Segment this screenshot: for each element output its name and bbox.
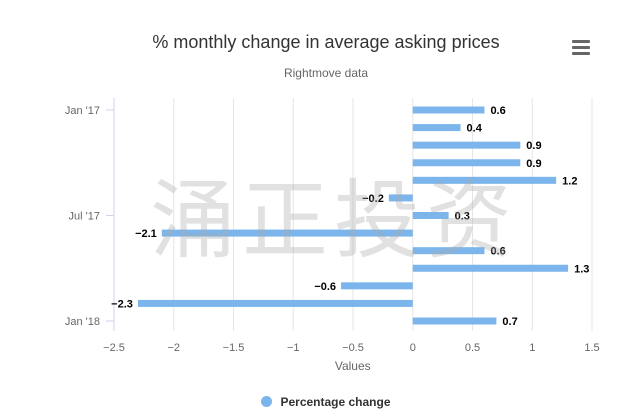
bar — [412, 212, 449, 219]
bar — [412, 124, 461, 132]
bar — [412, 176, 557, 184]
bar — [412, 264, 569, 272]
chart-title: % monthly change in average asking price… — [152, 32, 500, 52]
bar — [412, 317, 497, 325]
x-tick-label: −0.5 — [342, 342, 364, 354]
y-tick-label: Jan '17 — [65, 105, 100, 117]
y-tick-label: Jan '18 — [65, 316, 100, 328]
data-label: 0.6 — [490, 246, 505, 258]
data-label: 0.6 — [490, 105, 505, 117]
data-label: 0.3 — [455, 211, 470, 223]
data-label: −2.1 — [135, 228, 157, 240]
data-label: 0.7 — [502, 316, 517, 328]
data-label: −0.6 — [314, 281, 336, 293]
x-tick-label: −2.5 — [103, 342, 125, 354]
bar — [137, 299, 413, 307]
x-tick-label: 0 — [410, 342, 416, 354]
legend-item[interactable]: Percentage change — [0, 395, 640, 409]
bar — [412, 159, 521, 167]
data-label: 1.3 — [574, 263, 589, 275]
x-tick-label: −1.5 — [223, 342, 245, 354]
data-label: −2.3 — [111, 298, 133, 310]
x-tick-label: 1 — [529, 342, 535, 354]
x-axis-title: Values — [335, 359, 371, 373]
bar — [341, 282, 413, 290]
data-label: −0.2 — [362, 193, 384, 205]
bar — [412, 247, 485, 255]
data-label: 0.9 — [526, 140, 541, 152]
legend-marker — [261, 396, 273, 407]
y-tick-label: Jul '17 — [69, 211, 100, 223]
legend-label: Percentage change — [280, 395, 391, 409]
bar — [412, 141, 521, 149]
chart-subtitle: Rightmove data — [283, 66, 369, 80]
bar — [161, 229, 413, 237]
data-label: 1.2 — [562, 175, 577, 187]
hamburger-menu-icon[interactable] — [572, 40, 590, 56]
x-tick-label: 0.5 — [465, 342, 480, 354]
x-tick-label: −2 — [167, 342, 180, 354]
x-tick-label: 1.5 — [584, 342, 599, 354]
bar — [412, 106, 485, 114]
data-label: 0.9 — [526, 158, 541, 170]
bar — [388, 194, 413, 202]
data-label: 0.4 — [467, 123, 483, 135]
x-tick-label: −1 — [287, 342, 300, 354]
